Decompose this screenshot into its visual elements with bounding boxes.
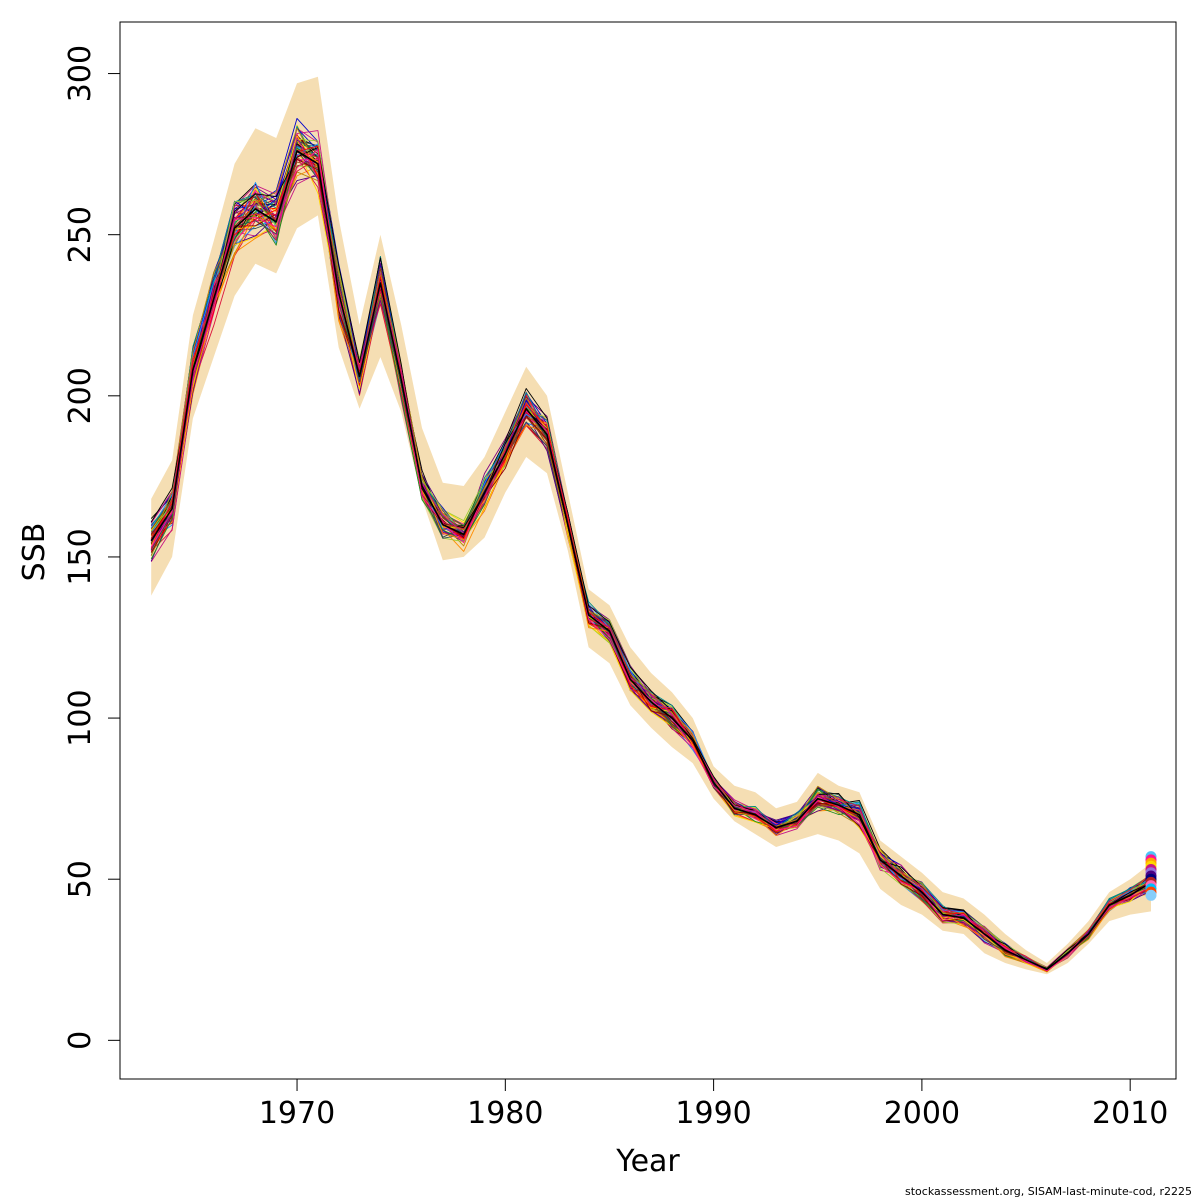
y-tick-label: 250 (63, 206, 98, 263)
replicate-line (150, 165, 1152, 972)
x-tick-label: 2000 (884, 1096, 960, 1131)
confidence-band (151, 76, 1151, 975)
replicate-line (150, 137, 1152, 970)
replicate-line (150, 135, 1152, 970)
confidence-band-layer (151, 76, 1151, 975)
replicate-line (150, 157, 1152, 971)
replicate-line (150, 147, 1152, 971)
replicate-line (150, 143, 1152, 969)
replicate-line (150, 148, 1152, 970)
central-estimate-line (150, 150, 1152, 971)
x-tick-label: 2010 (1092, 1096, 1168, 1131)
replicate-line (150, 157, 1152, 970)
replicate-line (150, 159, 1152, 971)
y-axis: 0 50 100 150 200 250 300 (63, 45, 121, 1050)
replicate-line (150, 146, 1152, 968)
replicate-line (150, 149, 1152, 971)
replicate-line (150, 143, 1152, 970)
replicate-line (150, 145, 1152, 971)
replicate-line (150, 127, 1152, 970)
replicate-line (150, 156, 1152, 971)
replicate-line (150, 141, 1152, 969)
replicate-line (150, 158, 1152, 969)
replicate-line (150, 139, 1152, 970)
y-tick-label: 100 (63, 689, 98, 746)
replicate-line (150, 143, 1152, 969)
replicate-line (150, 143, 1152, 970)
replicate-line (150, 149, 1152, 973)
replicate-line (150, 145, 1152, 971)
replicate-line (150, 125, 1152, 969)
replicate-line (150, 159, 1152, 969)
replicate-line (150, 146, 1152, 969)
replicate-line (150, 136, 1152, 971)
replicate-line (150, 130, 1152, 968)
y-axis-title: SSB (17, 523, 52, 582)
y-tick-label: 300 (63, 45, 98, 102)
replicate-line (150, 145, 1152, 970)
replicate-line (150, 139, 1152, 970)
endpoint-markers-layer (1145, 851, 1157, 901)
y-tick-label: 50 (63, 860, 98, 898)
x-tick-label: 1970 (259, 1096, 335, 1131)
replicate-line (150, 172, 1152, 970)
x-tick-label: 1990 (675, 1096, 751, 1131)
x-axis-title: Year (615, 1144, 680, 1179)
replicate-line (150, 149, 1152, 969)
replicate-line (150, 137, 1152, 971)
replicate-line (150, 153, 1152, 971)
replicate-line (150, 134, 1152, 969)
replicate-line (150, 117, 1152, 970)
replicate-line (150, 124, 1152, 970)
y-tick-label: 200 (63, 367, 98, 424)
replicate-line (150, 147, 1152, 971)
replicate-line (150, 158, 1152, 972)
source-credit: stockassessment.org, SISAM-last-minute-c… (905, 1185, 1192, 1198)
x-axis: 1970 1980 1990 2000 2010 (259, 1078, 1168, 1131)
replicate-line (150, 137, 1152, 970)
replicate-line (150, 143, 1152, 971)
endpoint-marker (1145, 889, 1157, 901)
replicate-line (150, 175, 1152, 971)
replicate-line (150, 149, 1152, 970)
replicate-line (150, 157, 1152, 970)
replicate-line (150, 139, 1152, 970)
replicate-line (150, 165, 1152, 973)
replicate-line (150, 133, 1152, 972)
replicate-line (150, 145, 1152, 970)
replicate-line (150, 171, 1152, 971)
y-tick-label: 150 (63, 528, 98, 585)
replicate-lines-layer (150, 117, 1152, 973)
replicate-line (150, 135, 1152, 971)
replicate-line (150, 138, 1152, 969)
replicate-line (150, 149, 1152, 972)
replicate-line (150, 158, 1152, 969)
y-tick-label: 0 (63, 1031, 98, 1050)
replicate-line (150, 151, 1152, 970)
replicate-line (150, 156, 1152, 970)
replicate-line (150, 147, 1152, 972)
replicate-line (150, 144, 1152, 971)
replicate-line (150, 127, 1152, 970)
replicate-line (150, 161, 1152, 971)
replicate-line (150, 143, 1152, 970)
replicate-line (150, 127, 1152, 970)
x-tick-label: 1980 (467, 1096, 543, 1131)
